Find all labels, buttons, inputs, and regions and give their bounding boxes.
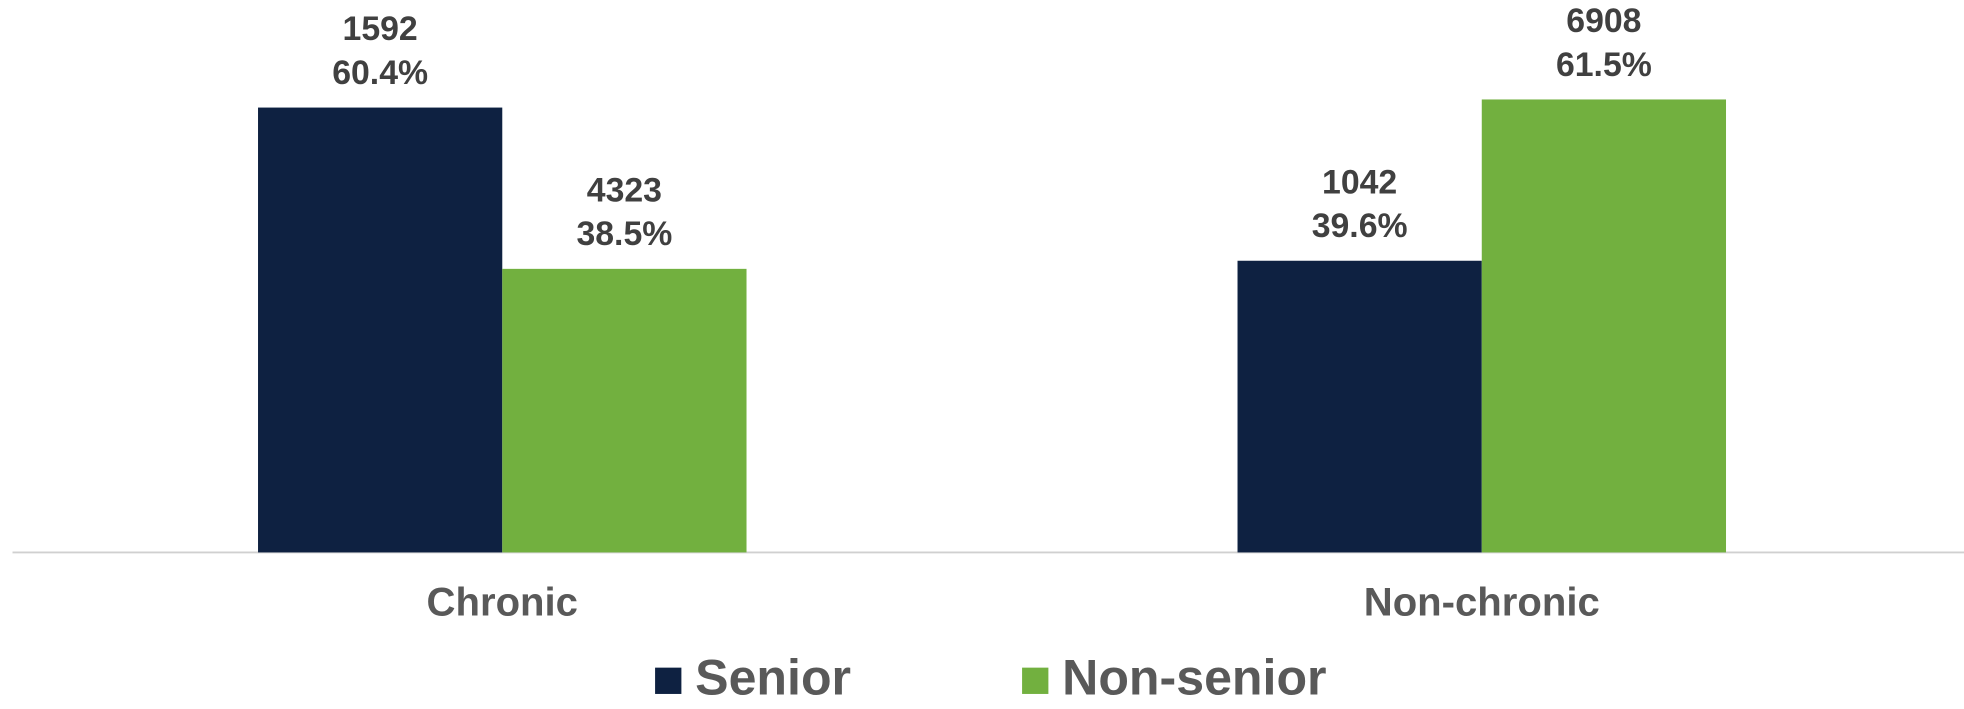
legend-label: Senior	[695, 650, 851, 704]
value-label: 60.4%	[332, 54, 428, 92]
count-label: 4323	[587, 171, 662, 209]
x-tick-label: Chronic	[427, 581, 578, 625]
bar	[502, 268, 747, 553]
value-label: 61.5%	[1556, 46, 1652, 84]
legend-label: Non-senior	[1062, 650, 1326, 704]
value-label: 38.5%	[576, 215, 672, 253]
x-tick-label: Non-chronic	[1364, 581, 1600, 625]
bar	[1237, 260, 1482, 553]
value-label: 39.6%	[1312, 207, 1408, 245]
count-label: 1042	[1322, 163, 1397, 201]
count-label: 1592	[343, 10, 418, 48]
legend-swatch	[655, 667, 682, 694]
bar	[1481, 99, 1727, 553]
bar	[258, 107, 503, 553]
count-label: 6908	[1566, 2, 1641, 40]
legend-swatch	[1022, 667, 1049, 694]
